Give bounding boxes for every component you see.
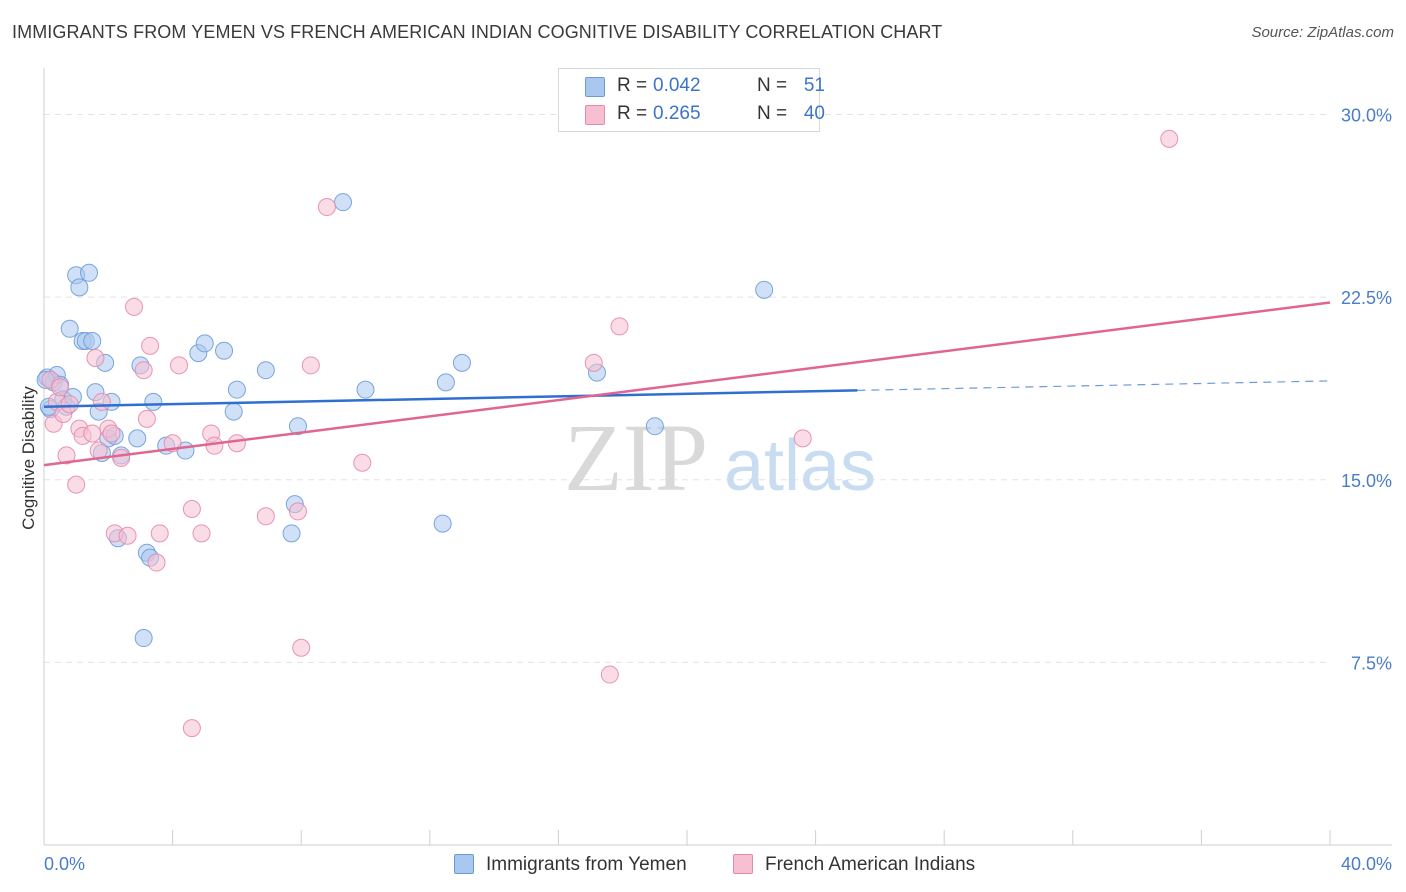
trend-line-french-american-indians [43, 301, 1331, 467]
data-point [128, 429, 147, 448]
data-point [83, 424, 102, 443]
data-point [182, 719, 201, 738]
grid-lines [44, 114, 1330, 663]
data-point [584, 353, 603, 372]
data-point [192, 524, 211, 543]
data-point [793, 429, 812, 448]
x-tick-label: 40.0% [1341, 854, 1392, 874]
data-point [433, 514, 452, 533]
legend-label-yemen: Immigrants from Yemen [486, 854, 687, 875]
data-point [102, 424, 121, 443]
data-point [1160, 129, 1179, 148]
x-tick-labels: 0.0% 40.0% [44, 854, 1392, 874]
data-point [288, 502, 307, 521]
data-point [224, 402, 243, 421]
data-point [182, 499, 201, 518]
data-point [147, 553, 166, 572]
data-point [83, 331, 102, 350]
x-tick-label: 0.0% [44, 854, 85, 874]
y-tick-label: 7.5% [1351, 653, 1392, 673]
data-point [118, 526, 137, 545]
n-label: N = [757, 75, 788, 96]
data-point [452, 353, 471, 372]
data-point [256, 361, 275, 380]
data-point [301, 356, 320, 375]
data-point [356, 380, 375, 399]
data-point [141, 336, 160, 355]
legend-swatch-yemen [585, 77, 605, 97]
r-label: R = [617, 75, 648, 96]
data-point [292, 638, 311, 657]
data-point [610, 317, 629, 336]
data-point [60, 395, 79, 414]
data-point [755, 280, 774, 299]
data-point [205, 436, 224, 455]
data-point [317, 198, 336, 217]
data-point [333, 193, 352, 212]
data-point [170, 356, 189, 375]
data-point [112, 448, 131, 467]
data-point [436, 373, 455, 392]
y-tick-label: 30.0% [1341, 106, 1392, 126]
data-point [195, 334, 214, 353]
trend-line-yemen [43, 389, 858, 408]
data-point [282, 524, 301, 543]
y-tick-label: 22.5% [1341, 288, 1392, 308]
stats-legend: R = 0.042 N = 51 R = 0.265 N = 40 [558, 68, 825, 132]
data-point [215, 341, 234, 360]
data-point [256, 507, 275, 526]
data-point [137, 409, 156, 428]
data-point [80, 263, 99, 282]
data-point [67, 475, 86, 494]
legend-swatch-yemen [454, 854, 474, 874]
data-point [288, 417, 307, 436]
y-axis-label: Cognitive Disability [19, 386, 38, 530]
source-note: Source: ZipAtlas.com [1251, 24, 1394, 41]
trend-line-yemen-extension [857, 380, 1331, 391]
legend-swatch-french-american-indians [733, 854, 753, 874]
y-tick-label: 15.0% [1341, 471, 1392, 491]
legend-swatch-french-american-indians [585, 105, 605, 125]
chart-title: IMMIGRANTS FROM YEMEN VS FRENCH AMERICAN… [12, 22, 943, 42]
data-point [645, 417, 664, 436]
data-point [600, 665, 619, 684]
data-point [86, 349, 105, 368]
y-tick-labels: 7.5% 15.0% 22.5% 30.0% [1341, 106, 1392, 674]
data-point [227, 380, 246, 399]
n-label: N = [757, 103, 788, 124]
n-value: 51 [803, 75, 825, 96]
data-point [70, 278, 89, 297]
data-point [227, 434, 246, 453]
watermark: ZIP atlas [564, 404, 876, 511]
r-label: R = [617, 103, 648, 124]
axes [43, 68, 1392, 846]
r-value: 0.042 [653, 75, 701, 96]
watermark-zip: ZIP [564, 404, 708, 511]
data-point [134, 361, 153, 380]
data-point [57, 446, 76, 465]
n-value: 40 [803, 103, 825, 124]
data-point [144, 392, 163, 411]
data-point [134, 629, 153, 648]
data-point [353, 453, 372, 472]
series-legend: Immigrants from Yemen French American In… [0, 852, 1406, 878]
data-point [125, 297, 144, 316]
data-point [60, 319, 79, 338]
data-point [150, 524, 169, 543]
series-french-american-indians [41, 129, 1179, 738]
data-point [92, 392, 111, 411]
legend-label-french-american-indians: French American Indians [765, 854, 976, 875]
data-point [51, 378, 70, 397]
trend-lines [43, 301, 1331, 467]
r-value: 0.265 [653, 103, 701, 124]
